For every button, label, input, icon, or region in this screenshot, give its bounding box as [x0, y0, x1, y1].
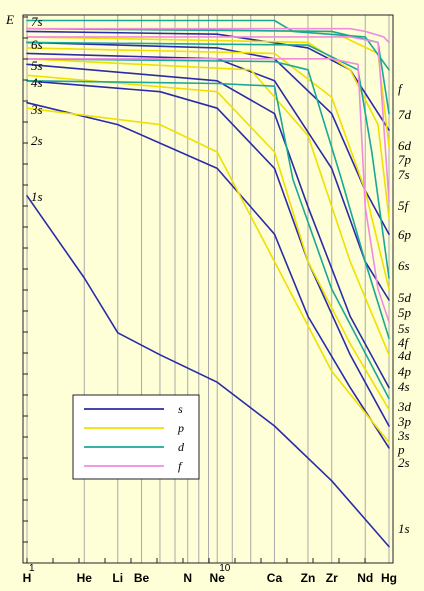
legend-label: f	[178, 459, 183, 473]
left-orbital-label: 1s	[31, 189, 43, 204]
series-line-5s	[26, 52, 390, 301]
series-line-2p	[26, 107, 390, 444]
x-tick-label: Ca	[267, 571, 283, 585]
left-orbital-label: 4s	[31, 75, 43, 90]
series-line-1s	[26, 195, 390, 548]
curves	[26, 19, 390, 548]
legend-label: d	[178, 440, 185, 454]
left-orbital-label: 7s	[31, 14, 43, 29]
right-orbital-label: p	[397, 442, 405, 457]
series-line-2s	[26, 101, 390, 449]
right-orbital-label: 1s	[398, 521, 410, 536]
right-orbital-label: 7d	[398, 107, 412, 122]
legend-label: s	[178, 402, 183, 416]
x-tick-label: He	[77, 571, 93, 585]
series-line-f	[26, 27, 390, 44]
right-orbital-label: 5s	[398, 321, 410, 336]
series-line-4f	[26, 57, 390, 323]
labels: H He Li Be N Ne Ca Zn Zr Nd Hg 1 10 E 7s 6s 5s 4s 3s 2s 1s f 7…	[5, 12, 412, 585]
right-orbital-label: 7s	[398, 167, 410, 182]
right-orbital-label: 3d	[397, 399, 412, 414]
series-line-4d	[26, 57, 390, 340]
right-orbital-label: 3s	[397, 428, 410, 443]
right-orbital-label: 5f	[398, 198, 411, 213]
right-orbital-label: 4f	[398, 335, 411, 350]
x-tick-label: Zn	[301, 571, 316, 585]
series-line-3d	[26, 80, 390, 400]
right-orbital-label: 6s	[398, 258, 410, 273]
right-orbital-label: 6p	[398, 227, 412, 242]
x-tick-label: Be	[134, 571, 150, 585]
x-tick-label: H	[23, 571, 32, 585]
plot-frame	[22, 14, 394, 564]
x-tick-label: Nd	[357, 571, 373, 585]
x-decade-label: 10	[219, 563, 231, 574]
axes	[23, 16, 366, 564]
series-line-4s	[26, 63, 390, 389]
series-line-4p	[26, 57, 390, 356]
right-orbital-label: 4s	[398, 379, 410, 394]
right-orbital-label: 4d	[398, 348, 412, 363]
series-line-6s	[26, 41, 390, 235]
left-orbital-label: 2s	[31, 133, 43, 148]
x-decade-label: 1	[29, 563, 35, 574]
series-line-6p	[26, 36, 390, 219]
right-orbital-label: 2s	[398, 455, 410, 470]
y-axis-label: E	[5, 12, 14, 27]
series-line-3s	[26, 80, 390, 427]
x-tick-label: Li	[112, 571, 123, 585]
x-tick-label: Zr	[326, 571, 338, 585]
right-orbital-label: 6d	[398, 138, 412, 153]
right-orbital-label: 5d	[398, 290, 412, 305]
x-tick-label: Ne	[210, 571, 226, 585]
right-orbital-label: f	[398, 81, 404, 96]
series-line-7d	[26, 19, 390, 71]
x-tick-label: Hg	[381, 571, 397, 585]
right-orbital-label: 4p	[398, 364, 412, 379]
left-orbital-label: 5s	[31, 58, 43, 73]
right-orbital-label: 7p	[398, 152, 412, 167]
right-orbital-label: 3p	[397, 414, 412, 429]
x-tick-label: N	[183, 571, 192, 585]
series-line-3p	[26, 74, 390, 411]
series-line-5p	[26, 47, 390, 290]
series-line-7s	[26, 30, 390, 131]
series-line-5f	[26, 36, 390, 203]
left-orbital-label: 3s	[30, 102, 43, 117]
legend-label: p	[177, 421, 184, 435]
right-orbital-label: 5p	[398, 305, 412, 320]
left-orbital-label: 6s	[31, 37, 43, 52]
